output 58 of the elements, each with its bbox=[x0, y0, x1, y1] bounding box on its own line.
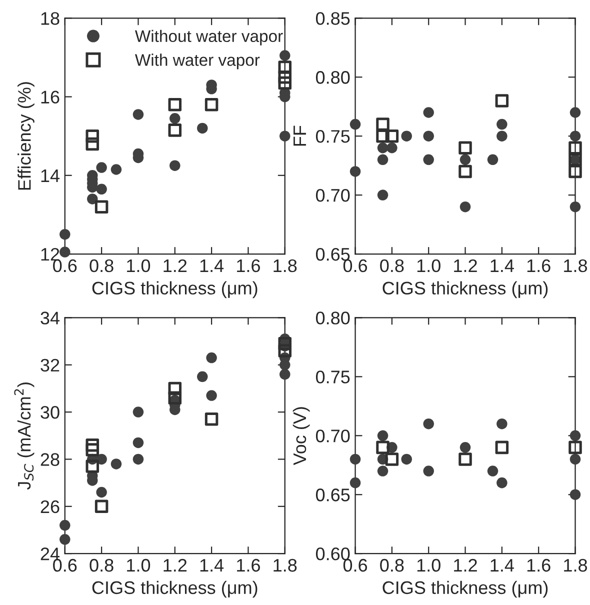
y-tick-label: 0.70 bbox=[316, 430, 350, 442]
x-tick-label: 1.8 bbox=[564, 259, 588, 272]
y-tick-label: 18 bbox=[41, 12, 60, 25]
x-tick-label: 0.6 bbox=[343, 558, 368, 572]
y-tick-label: 32 bbox=[40, 358, 60, 372]
x-axis-title: CIGS thickness (μm) bbox=[92, 281, 258, 298]
x-tick-label: 1.0 bbox=[127, 558, 150, 572]
y-tick-label: 0.60 bbox=[316, 548, 350, 560]
x-tick-label: 1.4 bbox=[490, 260, 514, 272]
x-tick-label: 1.8 bbox=[274, 558, 297, 572]
y-tick-label: 28 bbox=[40, 453, 60, 466]
x-tick-label: 1.2 bbox=[164, 259, 187, 272]
x-tick-label: 0.6 bbox=[53, 259, 77, 272]
y-tick-label: 26 bbox=[40, 500, 60, 514]
x-tick-label: 1.0 bbox=[417, 558, 440, 572]
x-tick-label: 1.0 bbox=[417, 259, 440, 272]
x-tick-label: 1.4 bbox=[200, 559, 224, 572]
x-tick-label: 0.8 bbox=[90, 558, 114, 572]
y-tick-label: 0.75 bbox=[316, 370, 350, 384]
legend-label: Without water vapor bbox=[134, 30, 283, 46]
x-axis-title: CIGS thickness (μm) bbox=[382, 281, 548, 298]
x-tick-label: 0.6 bbox=[343, 259, 368, 272]
y-axis-title: Voc (V) bbox=[292, 407, 310, 466]
x-tick-label: 1.4 bbox=[200, 260, 224, 272]
x-tick-label: 1.6 bbox=[237, 558, 260, 572]
x-tick-label: 1.6 bbox=[237, 259, 260, 272]
x-axis-title: CIGS thickness (μm) bbox=[92, 580, 258, 598]
x-tick-label: 1.4 bbox=[490, 559, 514, 572]
x-tick-label: 1.6 bbox=[527, 259, 550, 272]
y-axis-title: Efficiency (%) bbox=[18, 82, 34, 190]
x-tick-label: 0.6 bbox=[53, 558, 77, 572]
y-tick-label: 0.65 bbox=[316, 248, 350, 261]
y-axis-title: J$_{SC}$ (mA/cm$^{2}$) bbox=[14, 382, 34, 490]
y-tick-label: 24 bbox=[40, 548, 60, 560]
y-tick-label: 0.80 bbox=[316, 71, 350, 84]
y-tick-label: 0.65 bbox=[316, 488, 350, 502]
y-tick-label: 14 bbox=[41, 170, 60, 182]
y-tick-label: 0.75 bbox=[316, 130, 350, 143]
y-tick-label: 30 bbox=[40, 406, 60, 419]
y-tick-label: 0.85 bbox=[316, 12, 350, 25]
x-tick-label: 1.0 bbox=[127, 259, 150, 272]
x-tick-label: 1.2 bbox=[454, 259, 477, 272]
x-axis-title: CIGS thickness (μm) bbox=[382, 580, 548, 598]
y-tick-label: 0.80 bbox=[316, 312, 350, 324]
x-tick-label: 0.8 bbox=[90, 259, 114, 272]
x-tick-label: 1.2 bbox=[164, 558, 187, 572]
y-tick-label: 0.70 bbox=[316, 188, 350, 202]
x-tick-label: 1.8 bbox=[274, 259, 297, 272]
x-tick-label: 1.8 bbox=[564, 558, 588, 572]
x-tick-label: 1.2 bbox=[454, 558, 477, 572]
y-tick-label: 34 bbox=[40, 312, 60, 324]
y-tick-label: 16 bbox=[41, 90, 60, 104]
x-tick-label: 0.8 bbox=[380, 558, 404, 572]
x-tick-label: 0.8 bbox=[380, 259, 404, 272]
legend-label: With water vapor bbox=[134, 54, 260, 70]
x-tick-label: 1.6 bbox=[527, 558, 550, 572]
y-axis-title: FF bbox=[294, 126, 306, 146]
y-tick-label: 12 bbox=[41, 248, 60, 261]
